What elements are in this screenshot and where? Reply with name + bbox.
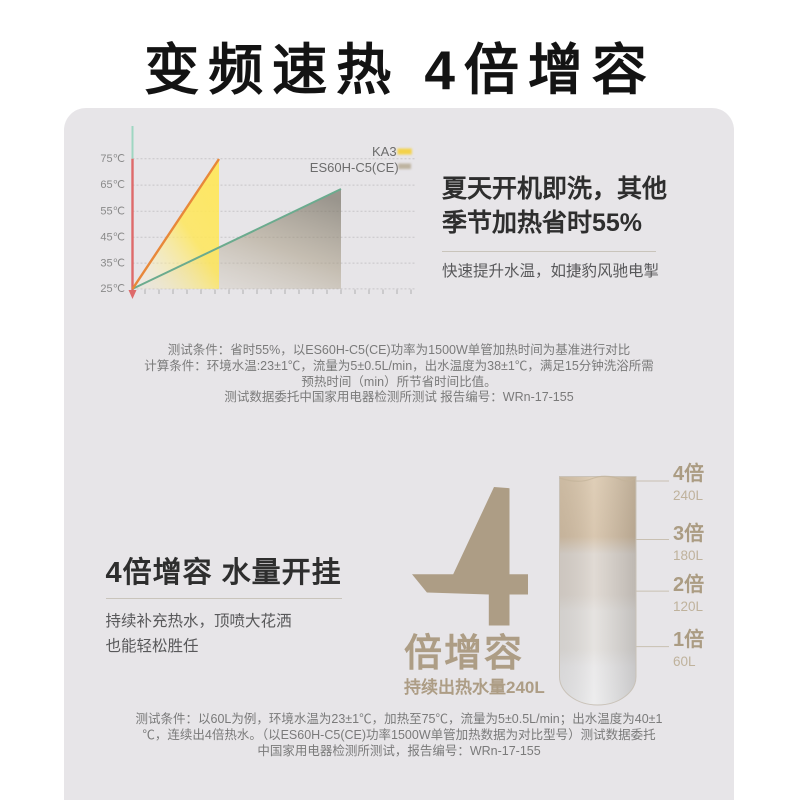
svg-text:4倍: 4倍 xyxy=(673,461,704,485)
svg-text:3倍: 3倍 xyxy=(673,521,704,545)
svg-text:2倍: 2倍 xyxy=(673,572,704,596)
svg-text:60L: 60L xyxy=(673,654,696,669)
svg-text:1倍: 1倍 xyxy=(673,627,704,651)
svg-text:240L: 240L xyxy=(673,488,704,503)
svg-text:180L: 180L xyxy=(673,548,704,563)
svg-text:120L: 120L xyxy=(673,599,704,614)
